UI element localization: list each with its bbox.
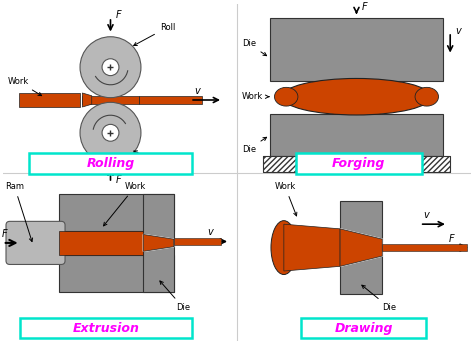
Text: v: v: [456, 26, 461, 36]
FancyBboxPatch shape: [19, 93, 80, 107]
FancyBboxPatch shape: [143, 194, 174, 292]
FancyBboxPatch shape: [340, 201, 382, 294]
Text: F: F: [362, 2, 367, 12]
FancyBboxPatch shape: [263, 156, 450, 172]
Polygon shape: [143, 235, 174, 251]
Text: Work: Work: [103, 182, 146, 226]
Circle shape: [80, 102, 141, 163]
Text: Work: Work: [242, 92, 269, 101]
Text: F: F: [449, 234, 455, 244]
Polygon shape: [340, 229, 382, 266]
Text: Roll: Roll: [134, 23, 175, 45]
Ellipse shape: [274, 87, 298, 106]
FancyBboxPatch shape: [29, 153, 192, 173]
Circle shape: [102, 59, 119, 76]
FancyBboxPatch shape: [301, 318, 426, 339]
FancyBboxPatch shape: [19, 318, 192, 339]
FancyBboxPatch shape: [59, 231, 143, 255]
Ellipse shape: [271, 221, 297, 275]
Ellipse shape: [282, 78, 431, 115]
Bar: [263, 156, 450, 172]
Text: v: v: [208, 227, 213, 237]
Text: Roll: Roll: [134, 151, 175, 170]
Ellipse shape: [415, 87, 438, 106]
Circle shape: [102, 124, 119, 141]
FancyBboxPatch shape: [82, 96, 138, 104]
Text: Extrusion: Extrusion: [73, 322, 139, 335]
Text: v: v: [194, 87, 200, 96]
Text: Die: Die: [160, 281, 190, 312]
FancyBboxPatch shape: [270, 18, 443, 81]
Circle shape: [80, 37, 141, 98]
FancyBboxPatch shape: [59, 255, 174, 292]
Polygon shape: [143, 235, 174, 251]
Text: F: F: [116, 175, 122, 185]
Text: F: F: [116, 10, 122, 20]
Text: Forging: Forging: [332, 157, 385, 170]
Text: Die: Die: [362, 285, 396, 312]
FancyBboxPatch shape: [270, 114, 443, 156]
Text: Die: Die: [242, 137, 266, 154]
Polygon shape: [82, 93, 92, 107]
Text: F: F: [2, 229, 8, 239]
FancyBboxPatch shape: [382, 244, 466, 251]
FancyBboxPatch shape: [296, 153, 421, 173]
FancyBboxPatch shape: [59, 194, 174, 231]
Text: Rolling: Rolling: [86, 157, 135, 170]
FancyBboxPatch shape: [6, 221, 65, 264]
Text: Ram: Ram: [5, 182, 33, 241]
Text: v: v: [423, 210, 429, 220]
Text: Drawing: Drawing: [334, 322, 393, 335]
FancyBboxPatch shape: [138, 96, 202, 104]
Text: Die: Die: [242, 39, 266, 56]
Text: Work: Work: [274, 182, 297, 216]
Polygon shape: [340, 229, 382, 266]
FancyBboxPatch shape: [174, 238, 220, 245]
Text: Work: Work: [8, 77, 42, 96]
Polygon shape: [284, 224, 340, 271]
